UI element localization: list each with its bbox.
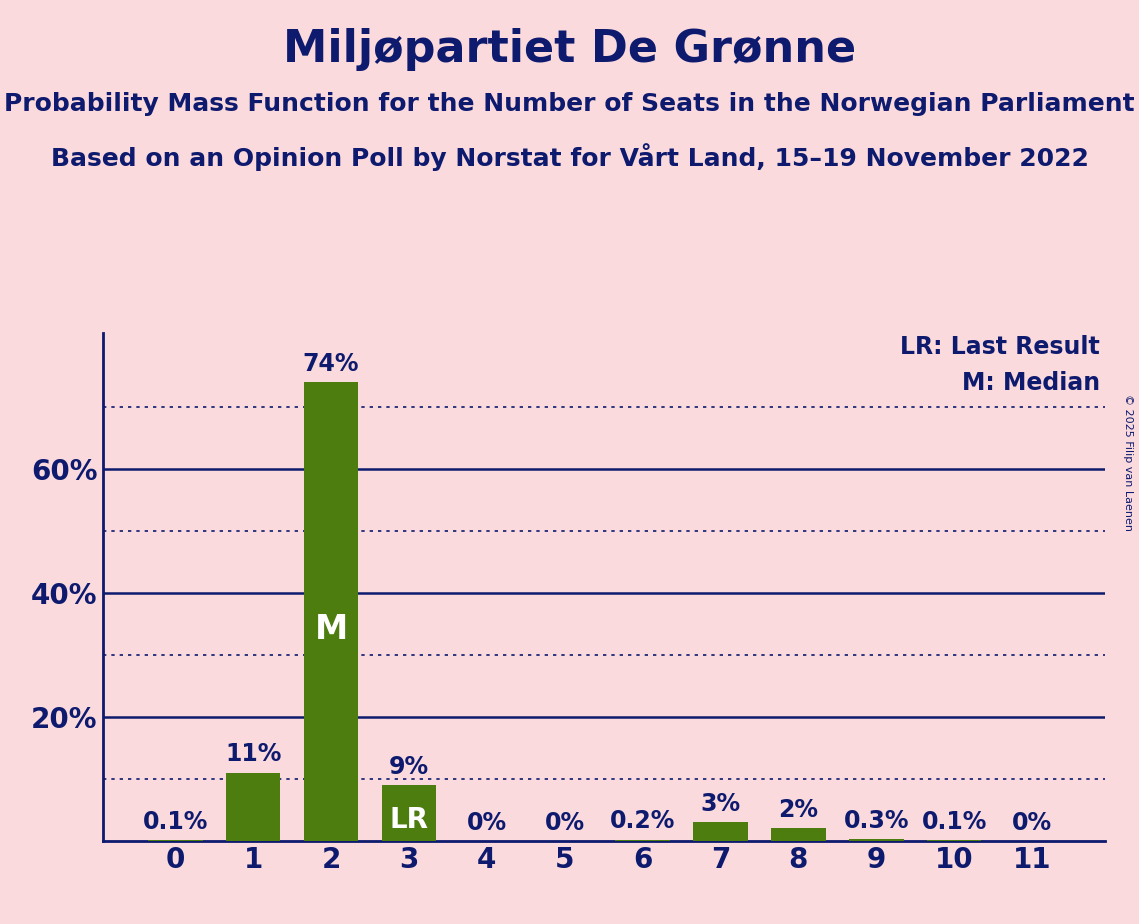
Bar bbox=[304, 383, 359, 841]
Text: 74%: 74% bbox=[303, 352, 359, 376]
Bar bbox=[615, 840, 670, 841]
Text: © 2025 Filip van Laenen: © 2025 Filip van Laenen bbox=[1123, 394, 1133, 530]
Text: 11%: 11% bbox=[226, 743, 281, 767]
Bar bbox=[694, 822, 747, 841]
Bar bbox=[382, 785, 436, 841]
Text: M: Median: M: Median bbox=[961, 371, 1100, 395]
Text: 3%: 3% bbox=[700, 792, 740, 816]
Text: 9%: 9% bbox=[388, 755, 429, 779]
Text: LR: Last Result: LR: Last Result bbox=[900, 335, 1100, 359]
Text: Based on an Opinion Poll by Norstat for Vårt Land, 15–19 November 2022: Based on an Opinion Poll by Norstat for … bbox=[50, 143, 1089, 171]
Text: 2%: 2% bbox=[778, 798, 818, 822]
Text: 0%: 0% bbox=[1011, 810, 1052, 834]
Bar bbox=[849, 839, 903, 841]
Text: Probability Mass Function for the Number of Seats in the Norwegian Parliament: Probability Mass Function for the Number… bbox=[5, 92, 1134, 116]
Text: 0%: 0% bbox=[467, 810, 507, 834]
Text: Miljøpartiet De Grønne: Miljøpartiet De Grønne bbox=[282, 28, 857, 71]
Text: LR: LR bbox=[390, 806, 428, 833]
Text: 0.2%: 0.2% bbox=[609, 809, 675, 833]
Bar bbox=[226, 772, 280, 841]
Text: 0%: 0% bbox=[544, 810, 584, 834]
Text: 0.1%: 0.1% bbox=[142, 810, 208, 834]
Text: 0.3%: 0.3% bbox=[844, 808, 909, 833]
Bar bbox=[771, 829, 826, 841]
Text: 0.1%: 0.1% bbox=[921, 810, 986, 834]
Text: M: M bbox=[314, 614, 347, 647]
